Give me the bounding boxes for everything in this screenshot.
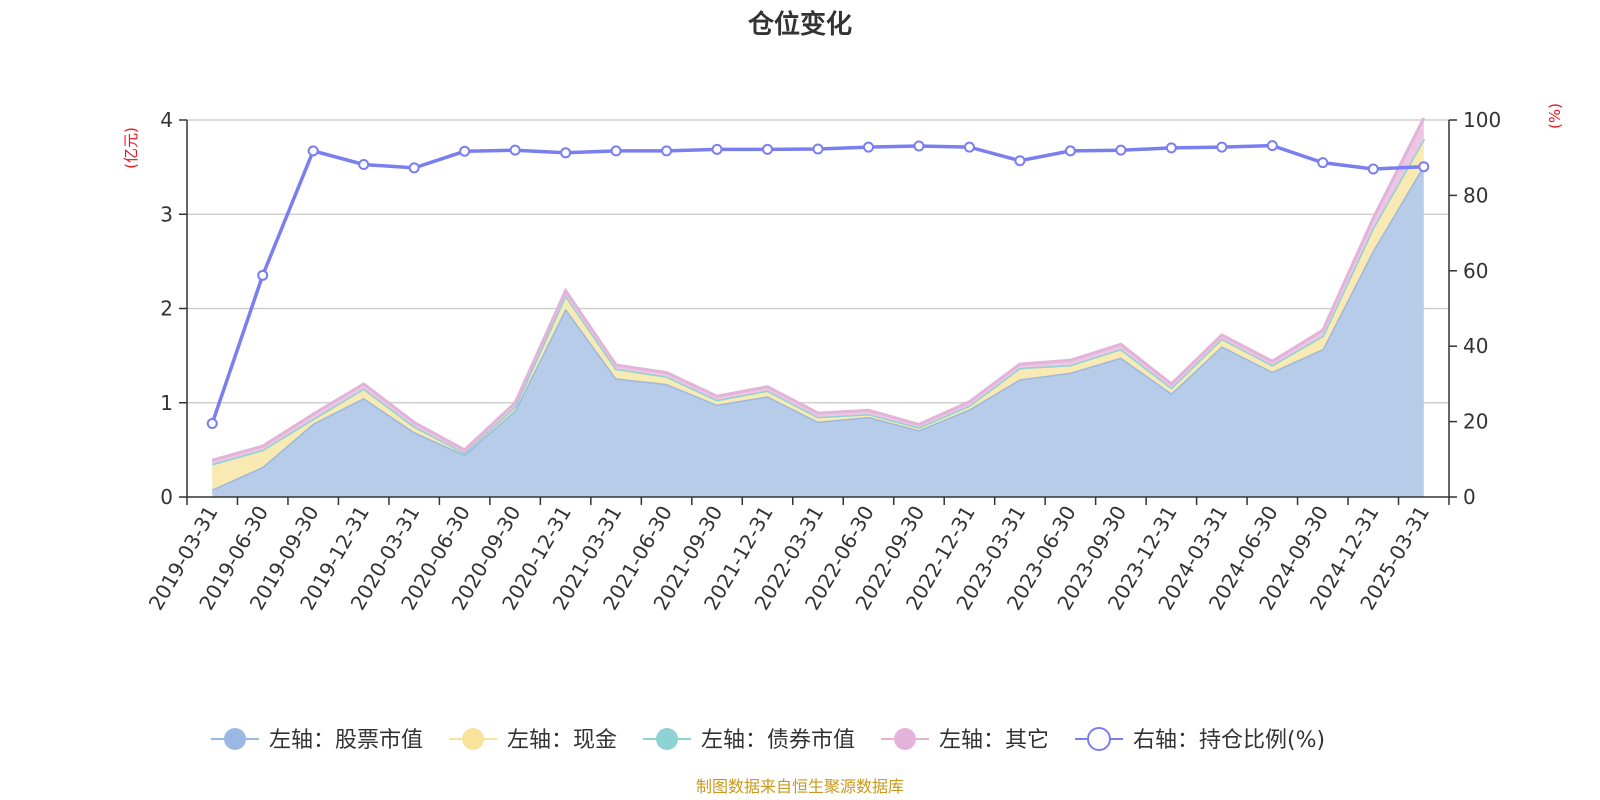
ratio-point [862,141,874,153]
legend-item: 右轴：持仓比例(%) [1075,727,1325,753]
left-tick-label: 3 [160,202,173,226]
area-9bb8e2 [212,165,1424,497]
ratio-point [762,143,774,155]
ratio-point [1216,141,1228,153]
legend-label: 左轴：现金 [507,728,617,753]
ratio-point [1317,157,1329,169]
left-axis-unit: (亿元) [122,127,140,169]
ratio-point [408,162,420,174]
ratio-point [1014,155,1026,167]
ratio-point [1115,144,1127,156]
ratio-point [257,269,269,281]
right-tick-label: 60 [1463,259,1488,283]
right-tick-label: 40 [1463,334,1488,358]
left-tick-label: 0 [160,485,173,509]
legend-marker [656,728,678,750]
legend-item: 左轴：债券市值 [643,728,855,753]
legend-item: 左轴：股票市值 [211,728,423,753]
ratio-point [913,140,925,152]
ratio-point [307,145,319,157]
ratio-point [206,417,218,429]
ratio-point [358,158,370,170]
legend: 左轴：股票市值 左轴：现金 左轴：债券市值 左轴：其它 右轴：持仓比例(%) [211,727,1325,753]
legend-label: 右轴：持仓比例(%) [1133,728,1325,753]
legend-item: 左轴：现金 [449,728,617,753]
legend-item: 左轴：其它 [881,728,1049,753]
ratio-point [610,145,622,157]
ratio-point [1064,145,1076,157]
legend-label: 左轴：债券市值 [701,728,855,753]
ratio-point [459,145,471,157]
legend-label: 左轴：股票市值 [269,728,423,753]
right-tick-label: 20 [1463,410,1488,434]
area-f7e39a [212,138,1424,490]
ratio-point [661,145,673,157]
ratio-point [1418,161,1430,173]
legend-label: 左轴：其它 [939,728,1049,753]
ratio-point [963,141,975,153]
ratio-point [1367,163,1379,175]
legend-marker [1087,727,1111,751]
right-tick-label: 80 [1463,183,1488,207]
ratio-point [1165,142,1177,154]
left-tick-label: 1 [160,391,173,415]
left-tick-label: 4 [160,108,173,132]
right-axis-unit: (%) [1546,103,1564,129]
left-tick-label: 2 [160,297,173,321]
legend-marker [462,728,484,750]
source-note: 制图数据来自恒生聚源数据库 [696,777,904,796]
right-tick-label: 100 [1463,108,1501,132]
area-top-line [211,117,1426,462]
ratio-point [1266,140,1278,152]
ratio-point [560,147,572,159]
chart-title: 仓位变化 [747,9,852,40]
ratio-point [711,143,723,155]
legend-marker [894,728,916,750]
ratio-point [812,143,824,155]
ratio-line [206,140,1430,429]
right-tick-label: 0 [1463,485,1476,509]
legend-marker [224,728,246,750]
ratio-point [509,144,521,156]
stacked-areas [211,117,1426,497]
